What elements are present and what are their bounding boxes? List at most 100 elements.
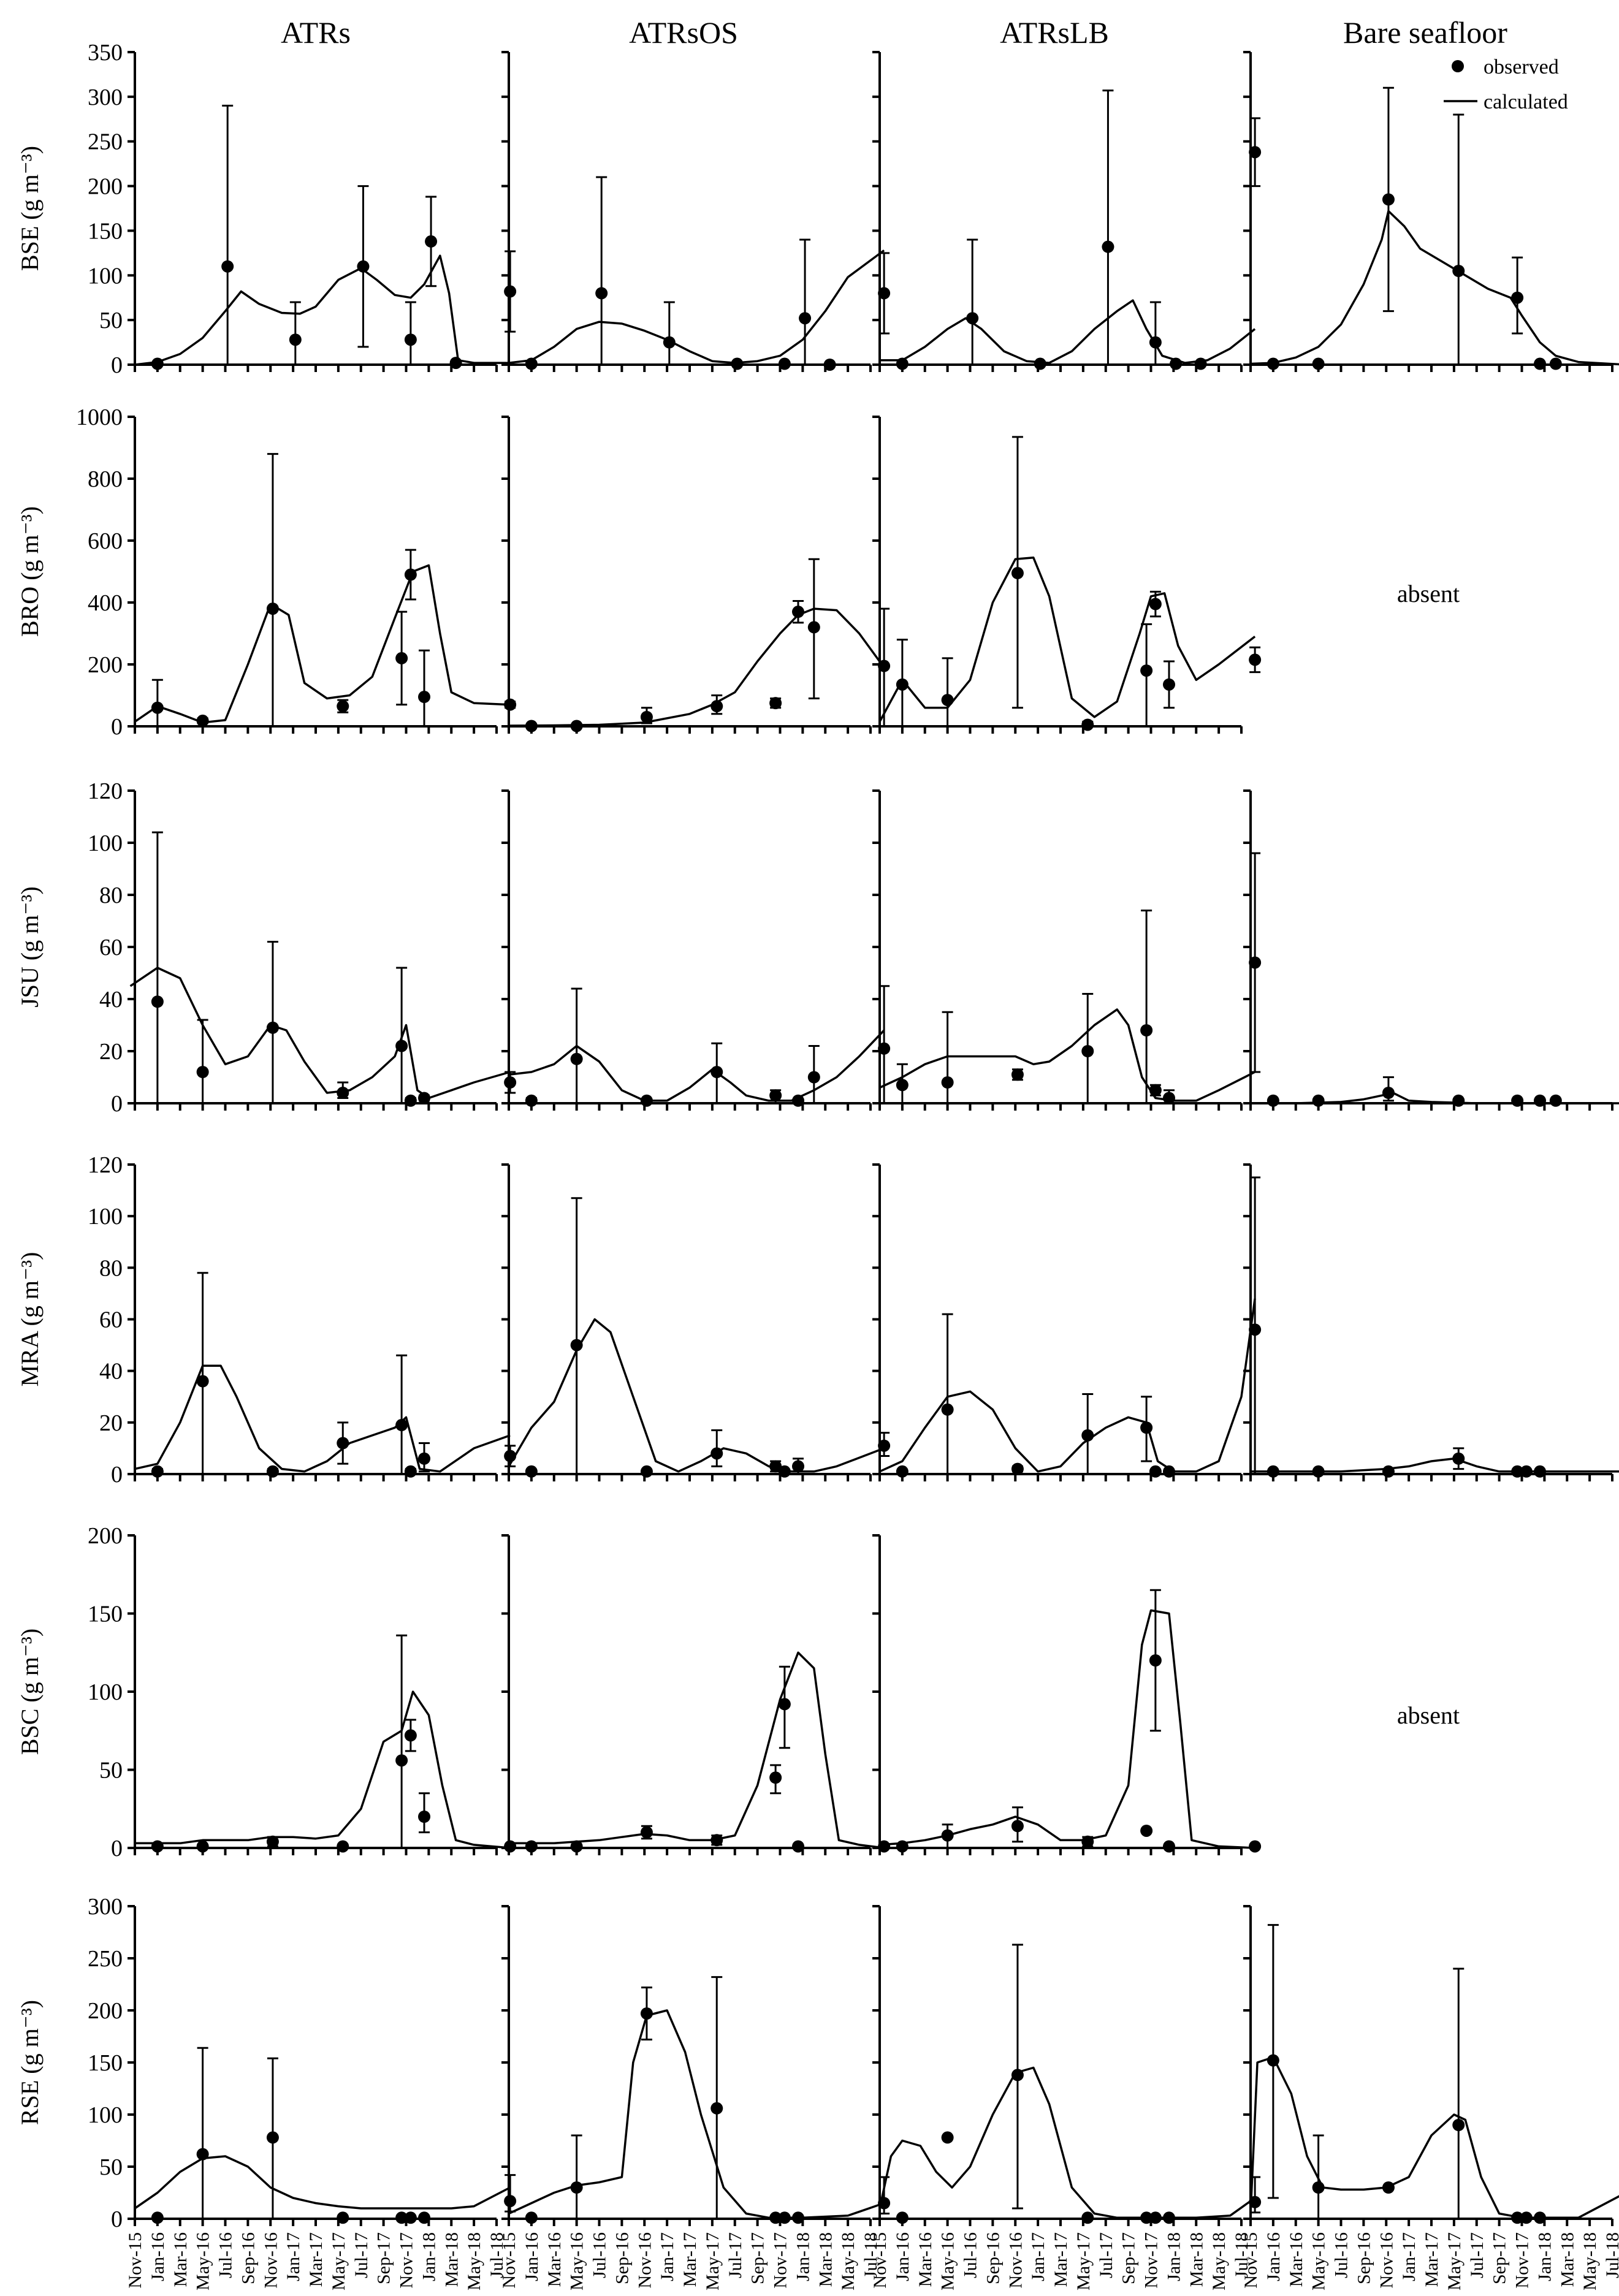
x-tick-label: Mar-17 [680, 2232, 700, 2287]
observed-point [1034, 357, 1046, 370]
x-tick-label: Jan-18 [419, 2232, 439, 2281]
y-tick-label: 60 [99, 935, 123, 960]
observed-point [266, 1021, 279, 1034]
x-tick-label: Mar-18 [815, 2232, 836, 2287]
observed-point [778, 2211, 791, 2224]
observed-point [896, 1465, 909, 1478]
x-tick-label: Nov-16 [1005, 2232, 1026, 2289]
observed-point [151, 1465, 164, 1478]
observed-point [1140, 1421, 1153, 1434]
observed-point [896, 1079, 909, 1092]
y-tick-label: 200 [88, 174, 123, 200]
observed-point [792, 2211, 804, 2224]
observed-point [1511, 2211, 1524, 2224]
observed-point [1267, 2054, 1279, 2067]
x-tick-label: Mar-18 [441, 2232, 462, 2287]
observed-point [418, 691, 430, 704]
y-tick-label: 250 [88, 129, 123, 155]
panel-1-4 [501, 1534, 891, 1855]
observed-point [151, 701, 164, 714]
x-tick-label: Nov-15 [499, 2232, 519, 2289]
x-tick-label: Jul-16 [590, 2232, 610, 2278]
x-tick-label: Jan-16 [1263, 2232, 1284, 2281]
observed-point [504, 1840, 517, 1853]
observed-point [151, 995, 164, 1008]
observed-point [710, 1447, 723, 1460]
x-tick-label: Jan-18 [1534, 2232, 1555, 2281]
observed-point [769, 1771, 782, 1784]
row-ylabel-2: JSU (g m⁻³) [16, 886, 44, 1008]
observed-point [1249, 1323, 1262, 1336]
observed-point [1312, 357, 1325, 370]
x-tick-label: Mar-17 [306, 2232, 326, 2287]
calculated-curve [134, 564, 511, 724]
observed-point [1149, 598, 1162, 610]
observed-point [896, 357, 909, 370]
panel-3-5: Nov-15 Jan-16 Mar-16 May-16 Jul-16 Sep-16 Nov-… [1241, 1905, 1619, 2290]
y-tick-label: 0 [111, 352, 123, 378]
observed-point [640, 1465, 653, 1478]
observed-point [337, 700, 349, 713]
col-title-atrsos: ATRsOS [629, 15, 738, 50]
y-tick-label: 80 [99, 883, 123, 908]
x-tick-label: May-18 [838, 2232, 858, 2290]
x-tick-label: May-16 [1309, 2232, 1329, 2290]
observed-point [196, 1066, 209, 1078]
observed-point [404, 2211, 417, 2224]
calculated-curve [878, 2066, 1256, 2219]
observed-point [640, 1094, 653, 1107]
observed-point [878, 660, 891, 672]
observed-point [778, 1698, 791, 1711]
x-tick-label: Jul-17 [351, 2232, 371, 2278]
y-tick-label: 0 [111, 1091, 123, 1117]
calculated-curve [879, 1008, 1255, 1102]
x-tick-label: Sep-17 [1119, 2232, 1139, 2284]
observed-point [710, 700, 723, 713]
observed-point [1249, 956, 1262, 969]
x-tick-label: May-16 [193, 2232, 213, 2290]
x-tick-label: Nov-15 [125, 2232, 145, 2289]
observed-point [1511, 1094, 1524, 1107]
observed-point [1149, 336, 1162, 349]
y-tick-label: 300 [88, 1894, 123, 1920]
x-tick-label: May-18 [1580, 2232, 1600, 2290]
observed-point [1534, 357, 1546, 370]
x-tick-label: May-18 [464, 2232, 484, 2290]
observed-point [570, 720, 583, 732]
calculated-curve [508, 1029, 885, 1102]
calculated-curve [508, 1318, 885, 1473]
x-tick-label: Jul-18 [487, 2232, 507, 2278]
x-tick-label: Sep-16 [983, 2232, 1003, 2284]
observed-point [1312, 1465, 1325, 1478]
observed-point [1170, 357, 1183, 370]
x-tick-label: May-16 [938, 2232, 958, 2290]
row-ylabel-5: RSE (g m⁻³) [16, 2000, 44, 2125]
x-tick-label: Mar-18 [1186, 2232, 1206, 2287]
observed-point [1149, 1084, 1162, 1097]
x-tick-label: Jul-18 [1602, 2232, 1619, 2278]
observed-point [221, 260, 234, 273]
y-tick-label: 0 [111, 2207, 123, 2232]
panel-2-1 [872, 416, 1262, 734]
calculated-curve [878, 557, 1256, 723]
observed-point [896, 2211, 909, 2224]
observed-point [1011, 1068, 1024, 1081]
observed-point [1149, 1654, 1162, 1667]
observed-point [807, 621, 820, 634]
observed-point [1249, 146, 1262, 159]
observed-point [823, 359, 836, 371]
observed-point [966, 312, 979, 325]
x-tick-label: Jul-16 [1331, 2232, 1352, 2278]
panel-3-3 [1243, 1163, 1619, 1481]
y-tick-label: 60 [99, 1307, 123, 1333]
y-tick-label: 100 [88, 1679, 123, 1705]
observed-point [1163, 678, 1175, 691]
observed-point [792, 1460, 804, 1473]
y-tick-label: 600 [88, 528, 123, 554]
observed-point [404, 1094, 417, 1107]
panel-2-4 [872, 1534, 1262, 1855]
observed-point [1520, 2211, 1533, 2224]
observed-point [941, 1076, 954, 1089]
panel-0-1: 0 200 400 600 800 1000 [76, 405, 517, 740]
